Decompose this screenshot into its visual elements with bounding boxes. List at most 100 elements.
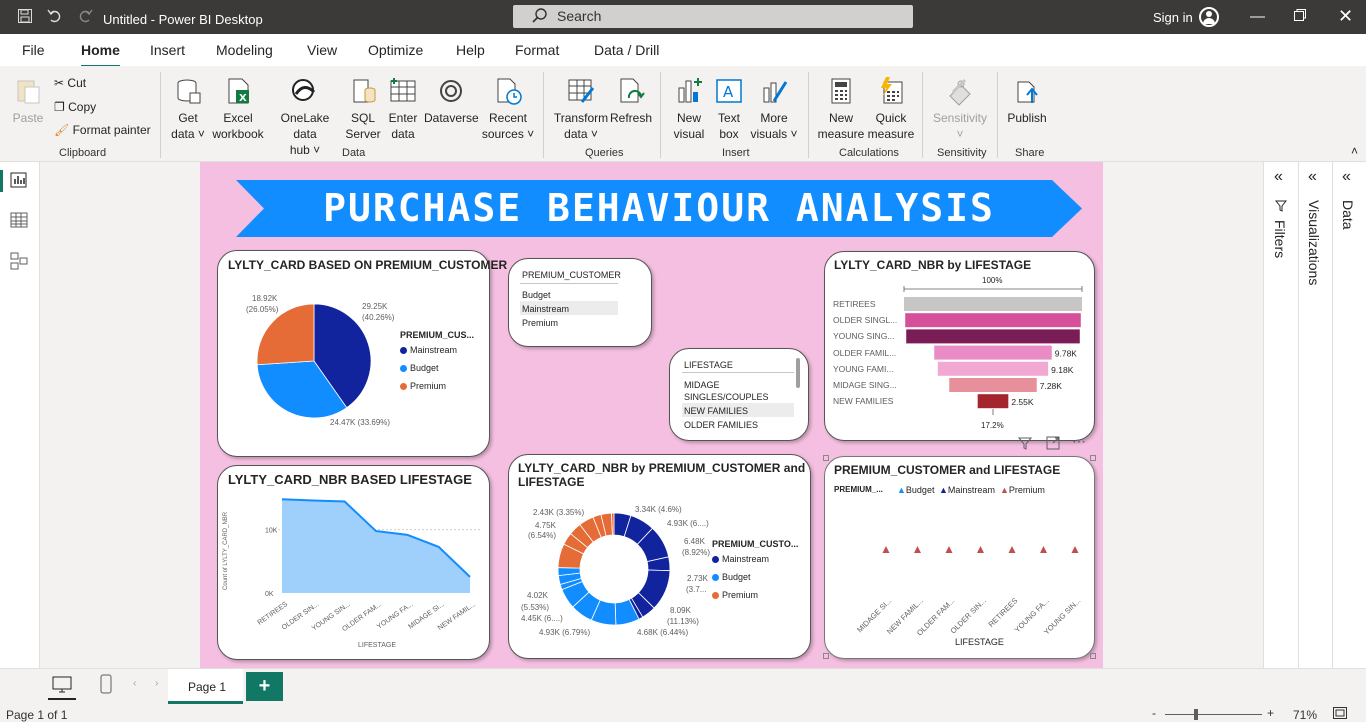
funnel-bar[interactable] <box>905 313 1081 328</box>
scatter-point[interactable] <box>1040 546 1047 553</box>
filter-icon[interactable] <box>1017 436 1033 453</box>
data-pane[interactable]: « Data <box>1332 162 1366 668</box>
focus-mode-icon[interactable] <box>1046 436 1060 453</box>
refresh-button[interactable]: Refresh <box>610 76 652 126</box>
funnel-bar[interactable] <box>977 394 1009 409</box>
undo-icon[interactable] <box>47 8 63 29</box>
excel-workbook-button[interactable]: X Excel workbook <box>210 76 266 142</box>
quick-measure-button[interactable]: Quick measure <box>866 76 916 142</box>
scatter-point[interactable] <box>1071 546 1079 553</box>
format-painter-button[interactable]: 🖌 Format painter <box>54 123 151 137</box>
resize-handle[interactable] <box>1090 653 1096 659</box>
slicer2-item-midage[interactable]: MIDAGE <box>684 380 720 390</box>
donut-legend-budget[interactable]: Budget <box>712 572 751 582</box>
sql-server-button[interactable]: SQL Server <box>344 76 382 142</box>
zoom-in-button[interactable]: + <box>1267 706 1275 720</box>
funnel-bar[interactable] <box>906 329 1080 344</box>
donut-legend-mainstream[interactable]: Mainstream <box>712 554 769 564</box>
new-visual-button[interactable]: New visual <box>668 76 710 142</box>
scatter-legend-mainstream[interactable]: ▲Mainstream <box>939 485 995 495</box>
search-input[interactable]: Search <box>513 5 913 28</box>
model-view-icon[interactable] <box>10 252 30 270</box>
enter-data-button[interactable]: Enter data <box>384 76 422 142</box>
funnel-chart[interactable]: 9.78K 9.18K 7.28K 2.55K <box>824 285 1095 425</box>
tab-modeling[interactable]: Modeling <box>216 42 273 58</box>
slicer2-item-new-families[interactable]: NEW FAMILIES <box>684 406 749 416</box>
add-page-button[interactable]: + <box>246 672 283 701</box>
sign-in-link[interactable]: Sign in <box>1153 10 1193 25</box>
cut-button[interactable]: ✂ Cut <box>54 76 86 90</box>
new-measure-button[interactable]: New measure <box>816 76 866 142</box>
scatter-chart-card[interactable] <box>824 456 1095 659</box>
recent-sources-button[interactable]: Recent sources ˅ <box>480 76 536 142</box>
slicer2-item-singles[interactable]: SINGLES/COUPLES <box>684 392 769 402</box>
area-line[interactable] <box>281 498 471 578</box>
lifestage-slicer[interactable] <box>669 348 809 441</box>
page-tab[interactable]: Page 1 <box>168 669 243 704</box>
table-view-icon[interactable] <box>10 212 30 230</box>
more-visuals-button[interactable]: More visuals ˅ <box>750 76 798 142</box>
pie-slice-premium[interactable] <box>256 303 315 366</box>
zoom-slider-thumb[interactable] <box>1194 709 1198 720</box>
pie-chart[interactable] <box>255 302 373 420</box>
scatter-legend-premium[interactable]: ▲Premium <box>1000 485 1045 495</box>
slicer1-item-budget[interactable]: Budget <box>522 290 551 300</box>
funnel-bar[interactable] <box>934 345 1052 360</box>
scatter-chart[interactable]: MIDAGE SI...NEW FAMIL...OLDER FAM...OLDE… <box>824 500 1095 635</box>
funnel-bar[interactable] <box>937 361 1049 376</box>
dataverse-button[interactable]: Dataverse <box>424 76 479 126</box>
pie-legend-budget[interactable]: Budget <box>400 363 439 373</box>
scatter-point[interactable] <box>945 546 953 553</box>
minimize-icon[interactable]: — <box>1250 8 1265 25</box>
close-icon[interactable]: ✕ <box>1338 6 1354 26</box>
mobile-layout-icon[interactable] <box>100 674 112 697</box>
scatter-point[interactable] <box>882 546 890 553</box>
scatter-legend-budget[interactable]: ▲Budget <box>897 485 934 495</box>
tab-data-drill[interactable]: Data / Drill <box>594 42 660 58</box>
funnel-bar[interactable] <box>949 378 1037 392</box>
slicer1-item-mainstream[interactable]: Mainstream <box>522 304 570 314</box>
transform-data-button[interactable]: Transform data ˅ <box>552 76 610 142</box>
publish-button[interactable]: Publish <box>1004 76 1050 126</box>
tab-optimize[interactable]: Optimize <box>368 42 424 58</box>
filters-pane[interactable]: « Filters <box>1263 162 1297 668</box>
onelake-data-hub-button[interactable]: OneLake data hub ˅ <box>268 76 342 158</box>
donut-slice-premium[interactable] <box>611 512 615 536</box>
pie-slice-mainstream[interactable] <box>313 303 372 409</box>
tab-file[interactable]: File <box>22 42 45 58</box>
save-icon[interactable] <box>17 8 33 29</box>
tab-view[interactable]: View <box>307 42 338 58</box>
fit-to-page-icon[interactable] <box>1333 707 1347 722</box>
redo-icon[interactable] <box>77 8 93 29</box>
zoom-slider-track[interactable] <box>1165 714 1262 715</box>
slicer1-item-premium[interactable]: Premium <box>522 318 559 328</box>
prev-page-icon[interactable]: ‹ <box>133 678 137 689</box>
donut-legend-premium[interactable]: Premium <box>712 590 758 600</box>
area-fill[interactable] <box>282 499 470 593</box>
scatter-point[interactable] <box>914 546 921 553</box>
zoom-out-button[interactable]: - <box>1152 706 1156 720</box>
slicer2-item-older-families[interactable]: OLDER FAMILIES <box>684 420 759 430</box>
more-options-icon[interactable]: ⋯ <box>1072 433 1086 449</box>
sensitivity-button[interactable]: Sensitivity ˅ <box>930 76 990 142</box>
slicer2-scrollbar[interactable] <box>796 358 800 388</box>
tab-home[interactable]: Home <box>81 42 120 68</box>
report-view-icon[interactable] <box>10 172 30 190</box>
scatter-point[interactable] <box>977 546 984 553</box>
collapse-ribbon-icon[interactable]: ˄ <box>1351 144 1359 158</box>
tab-help[interactable]: Help <box>456 42 485 58</box>
donut-chart[interactable] <box>557 512 671 626</box>
desktop-layout-icon[interactable] <box>52 676 72 697</box>
resize-handle[interactable] <box>823 455 829 461</box>
scatter-point[interactable] <box>1008 546 1016 553</box>
paste-button[interactable]: Paste <box>10 76 46 126</box>
pie-slice-budget[interactable] <box>256 360 348 419</box>
text-box-button[interactable]: A Text box <box>710 76 748 142</box>
get-data-button[interactable]: Get data ˅ <box>168 76 208 142</box>
visualizations-pane[interactable]: « Visualizations <box>1298 162 1332 668</box>
expand-data-icon[interactable]: « <box>1342 168 1351 185</box>
resize-handle[interactable] <box>1090 455 1096 461</box>
tab-insert[interactable]: Insert <box>150 42 186 58</box>
expand-visualizations-icon[interactable]: « <box>1308 168 1317 185</box>
